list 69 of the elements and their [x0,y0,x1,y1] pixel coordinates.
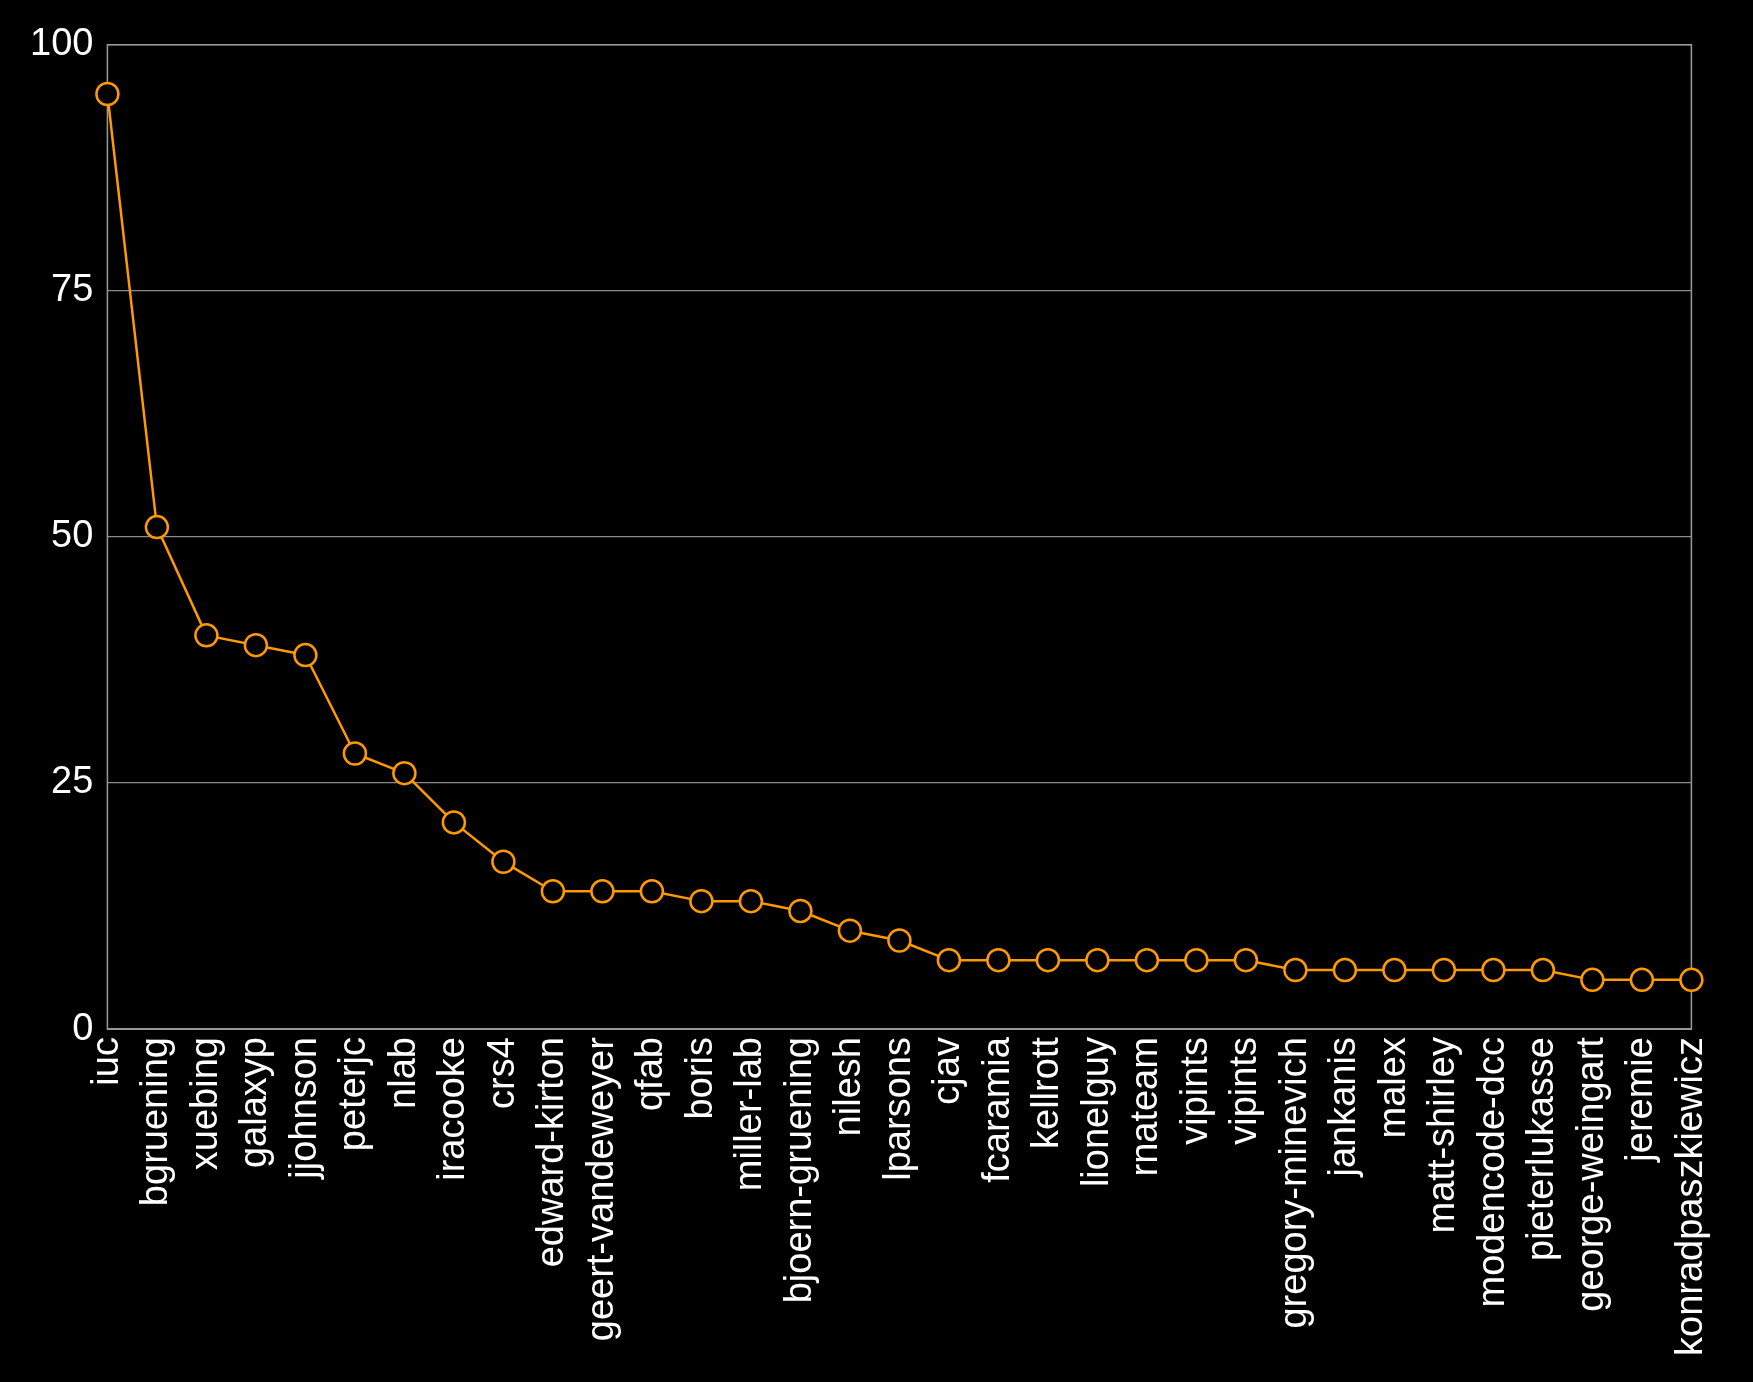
point [639,879,665,904]
point [243,632,269,658]
x-tick-label: fcaramia [974,1036,1017,1183]
point [491,849,516,874]
x-tick-label: peterjc [331,1037,374,1152]
point [986,947,1011,973]
point [392,760,417,786]
x-tick-label: jjohnson [281,1037,324,1180]
x-tick-label: george-weingart [1568,1036,1611,1312]
x-tick-label: konradpaszkiewicz [1667,1037,1710,1356]
x-tick-label: gregory-minevich [1271,1037,1314,1329]
x-tick-label: geert-vandeweyer [578,1036,621,1342]
x-tick-label: matt-shirley [1420,1037,1463,1234]
x-tick-label: jankanis [1321,1037,1364,1178]
x-tick-label: nlab [380,1037,423,1109]
point [1134,947,1160,973]
x-tick-label: xuebing [182,1037,225,1171]
point [95,81,120,107]
point [342,741,368,766]
x-tick-label: nilesh [826,1037,869,1137]
point [194,623,219,648]
x-tick-label: pieterlukasse [1519,1037,1562,1261]
y-tick-label: 25 [51,759,94,802]
x-tick-label: lparsons [875,1037,918,1181]
point [689,888,714,914]
x-tick-label: miller-lab [727,1037,770,1192]
y-tick-label: 50 [51,513,94,556]
point [144,514,170,540]
y-tick-label: 75 [51,267,94,310]
x-tick-label: iracooke [430,1037,473,1181]
point [1530,957,1556,983]
point [837,918,863,943]
x-tick-label: edward-kirton [529,1037,572,1268]
x-tick-label: boris [677,1037,720,1120]
x-tick-label: jeremie [1618,1037,1661,1163]
x-tick-label: vipints [1172,1037,1215,1145]
point [1035,947,1061,973]
point [1283,957,1308,983]
point [441,810,467,835]
x-tick-label: malex [1370,1037,1413,1139]
point [540,879,566,904]
point [887,928,912,953]
x-tick-label: vipints [1222,1037,1265,1145]
point [1629,967,1655,993]
point [738,888,764,914]
point [1382,957,1407,983]
x-tick-label: kellrott [1024,1036,1067,1149]
x-tick-label: bjoern-gruening [776,1037,819,1304]
point [1085,947,1110,973]
point [1431,957,1457,983]
point [1481,957,1506,983]
point [1233,947,1259,973]
x-tick-label: crs4 [479,1037,522,1109]
x-tick-label: bgruening [133,1037,176,1207]
point [936,947,962,973]
point [1184,947,1209,973]
y-tick-label: 100 [30,21,94,64]
point [590,879,615,904]
point [1332,957,1358,983]
x-tick-label: lionelguy [1073,1037,1116,1188]
point [293,642,318,668]
x-tick-label: galaxyp [232,1037,275,1169]
point [1679,967,1704,993]
point [788,898,813,924]
x-tick-label: qfab [628,1037,671,1112]
x-tick-label: rnateam [1123,1037,1166,1177]
point [1580,967,1605,993]
x-tick-label: cjav [925,1037,968,1105]
x-tick-label: modencode-dcc [1469,1037,1512,1308]
